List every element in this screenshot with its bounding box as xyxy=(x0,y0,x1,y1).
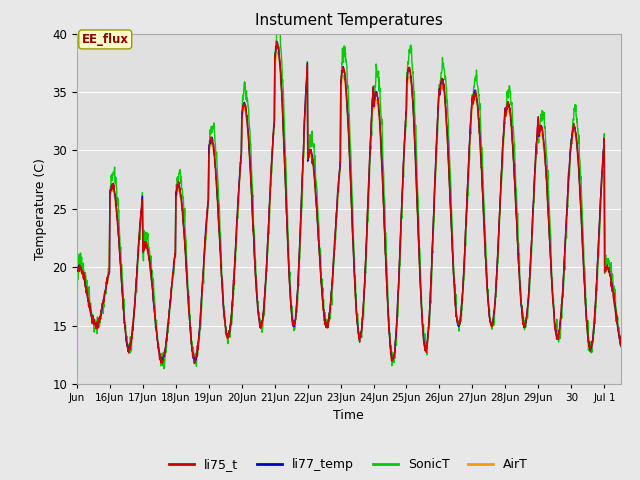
SonicT xyxy=(73,268,81,274)
AirT xyxy=(374,105,382,111)
AirT xyxy=(197,303,205,309)
li75_t xyxy=(198,295,205,300)
li77_temp xyxy=(73,268,81,274)
li77_temp xyxy=(374,101,382,107)
X-axis label: Time: Time xyxy=(333,408,364,421)
Text: EE_flux: EE_flux xyxy=(82,33,129,46)
li75_t xyxy=(511,178,518,183)
li75_t xyxy=(374,102,382,108)
Title: Instument Temperatures: Instument Temperatures xyxy=(255,13,443,28)
li75_t xyxy=(165,307,173,313)
li75_t xyxy=(273,38,281,44)
li75_t xyxy=(159,361,166,367)
Line: li77_temp: li77_temp xyxy=(77,43,637,363)
AirT xyxy=(88,316,96,322)
li77_temp xyxy=(88,315,96,321)
SonicT xyxy=(160,366,168,372)
Y-axis label: Temperature (C): Temperature (C) xyxy=(34,158,47,260)
AirT xyxy=(634,363,640,369)
li75_t xyxy=(73,264,81,270)
SonicT xyxy=(214,169,221,175)
SonicT xyxy=(511,142,518,147)
Line: SonicT: SonicT xyxy=(77,22,637,369)
SonicT xyxy=(198,305,205,311)
li77_temp xyxy=(634,270,640,276)
SonicT xyxy=(374,68,382,74)
AirT xyxy=(73,362,81,368)
li77_temp xyxy=(511,177,518,182)
li75_t xyxy=(88,320,96,326)
Line: AirT: AirT xyxy=(77,52,637,366)
li77_temp xyxy=(273,40,281,46)
AirT xyxy=(273,49,281,55)
SonicT xyxy=(275,19,282,24)
Line: li75_t: li75_t xyxy=(77,41,637,364)
li77_temp xyxy=(165,309,173,314)
AirT xyxy=(511,174,518,180)
li77_temp xyxy=(159,360,166,366)
AirT xyxy=(165,312,173,318)
li77_temp xyxy=(214,195,221,201)
SonicT xyxy=(88,321,96,327)
Legend: li75_t, li77_temp, SonicT, AirT: li75_t, li77_temp, SonicT, AirT xyxy=(164,453,533,476)
li75_t xyxy=(214,195,221,201)
SonicT xyxy=(165,308,173,314)
li75_t xyxy=(634,269,640,275)
SonicT xyxy=(634,271,640,277)
AirT xyxy=(213,192,221,198)
li77_temp xyxy=(198,294,205,300)
